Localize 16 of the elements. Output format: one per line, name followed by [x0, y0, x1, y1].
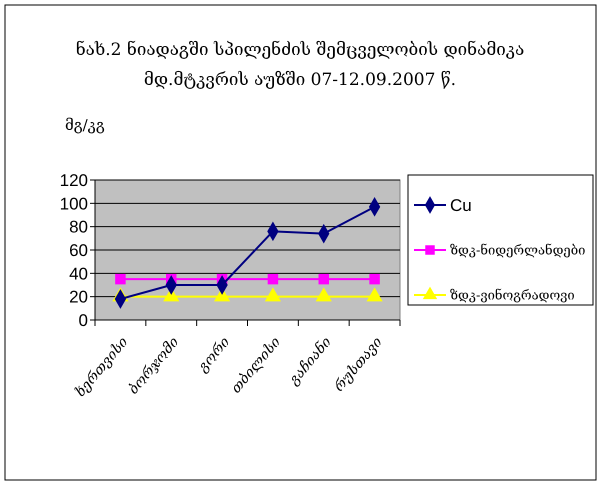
y-tick-label: 20 [69, 288, 88, 307]
point [318, 274, 329, 284]
point [369, 274, 380, 284]
y-axis-title: მგ/კგ [65, 116, 105, 134]
y-tick-label: 40 [69, 264, 88, 284]
chart-title: ნახ.2 ნიადაგში სპილენძის შემცველობის დინამიკა მდ.მტკვრის აუზში 07-12.09.2007 წ. [76, 40, 524, 90]
legend-label: ზდკ-ვინოგრადოვი [450, 288, 575, 304]
point [268, 274, 278, 284]
legend-label: Cu [450, 196, 472, 215]
y-tick-label: 60 [69, 240, 88, 260]
legend-label: ზდკ-ნიდერლანდები [450, 244, 586, 259]
y-tick-label: 120 [60, 170, 88, 190]
point [115, 274, 126, 284]
y-tick-label: 80 [69, 218, 88, 237]
y-tick-label: 100 [60, 194, 88, 214]
y-tick-label: 0 [78, 310, 88, 330]
